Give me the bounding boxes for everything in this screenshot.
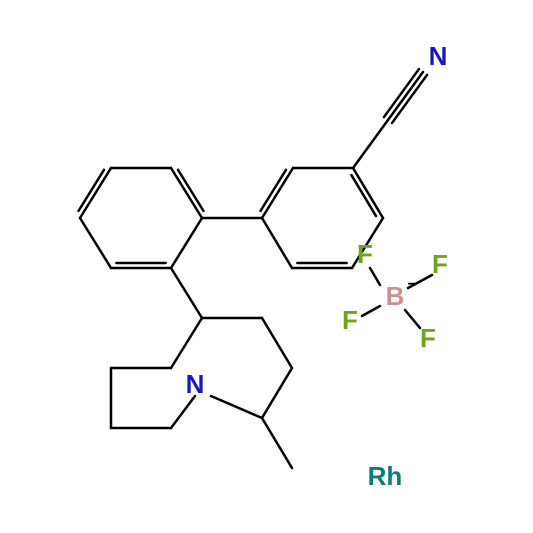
atom-f: F	[357, 239, 373, 269]
atom-rh: Rh	[368, 461, 403, 491]
atom-f: F	[432, 249, 448, 279]
molecule-diagram: NNB−FFFFRh	[0, 0, 533, 533]
atom-b: B	[386, 281, 405, 311]
atom-f: F	[342, 305, 358, 335]
charge-label: −	[407, 276, 416, 293]
atom-n: N	[186, 369, 205, 399]
canvas-background	[0, 0, 533, 533]
atom-n: N	[429, 41, 448, 71]
atom-f: F	[420, 323, 436, 353]
